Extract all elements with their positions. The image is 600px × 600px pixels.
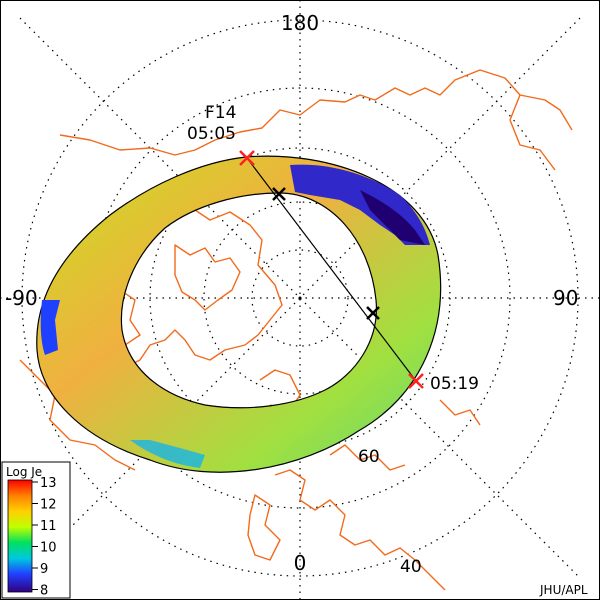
label-lon-90: 90 bbox=[553, 286, 578, 310]
coast-britain bbox=[247, 494, 281, 561]
track-boundary-marker-2 bbox=[366, 306, 380, 320]
lowest-flux-patch bbox=[360, 190, 425, 245]
color-legend: Log Je 13 12 11 10 9 8 bbox=[1, 461, 71, 599]
low-flux-patch-west bbox=[40, 300, 60, 355]
label-lat-60: 60 bbox=[358, 447, 380, 467]
pole-point bbox=[298, 296, 302, 300]
coast-island-a bbox=[174, 244, 241, 311]
label-lat-40: 40 bbox=[400, 557, 422, 577]
legend-tick-label: 12 bbox=[40, 498, 57, 513]
legend-ticks: 13 12 11 10 9 8 bbox=[32, 476, 57, 599]
track-boundary-marker-1 bbox=[272, 187, 286, 201]
grid-circle-80 bbox=[251, 249, 349, 347]
legend-tick-label: 13 bbox=[40, 476, 57, 491]
label-lon-minus90: -90 bbox=[5, 286, 38, 310]
credit-label: JHU/APL bbox=[539, 583, 588, 597]
satellite-start-time: 05:05 bbox=[187, 124, 236, 144]
low-flux-patch-south bbox=[130, 440, 205, 468]
label-lon-0: 0 bbox=[294, 551, 307, 575]
coast-europe bbox=[274, 469, 446, 591]
legend-tick-label: 10 bbox=[40, 541, 57, 556]
auroral-band bbox=[36, 155, 442, 473]
legend-tick-label: 8 bbox=[40, 584, 48, 599]
grid-circle-40 bbox=[21, 19, 579, 577]
track-start-marker bbox=[239, 150, 255, 166]
coast-arctic-islands bbox=[129, 209, 283, 366]
legend-tick-label: 9 bbox=[40, 562, 48, 577]
coast-scandinavia bbox=[329, 444, 406, 471]
coast-west bbox=[19, 359, 136, 471]
auroral-oval bbox=[36, 155, 442, 473]
grid-circle-50 bbox=[89, 87, 511, 509]
coast-north bbox=[59, 69, 573, 156]
satellite-name: F14 bbox=[205, 103, 236, 123]
coast-northeast bbox=[509, 94, 556, 171]
legend-title: Log Je bbox=[6, 465, 42, 479]
label-lon-180: 180 bbox=[281, 11, 319, 35]
satellite-track bbox=[239, 150, 424, 389]
coastlines bbox=[19, 69, 573, 591]
coast-east bbox=[439, 399, 481, 426]
track-line bbox=[246, 157, 417, 382]
legend-colorbar bbox=[7, 479, 33, 593]
track-end-marker bbox=[408, 373, 424, 389]
legend-tick-label: 11 bbox=[40, 519, 57, 534]
satellite-end-time: 05:19 bbox=[430, 374, 479, 394]
